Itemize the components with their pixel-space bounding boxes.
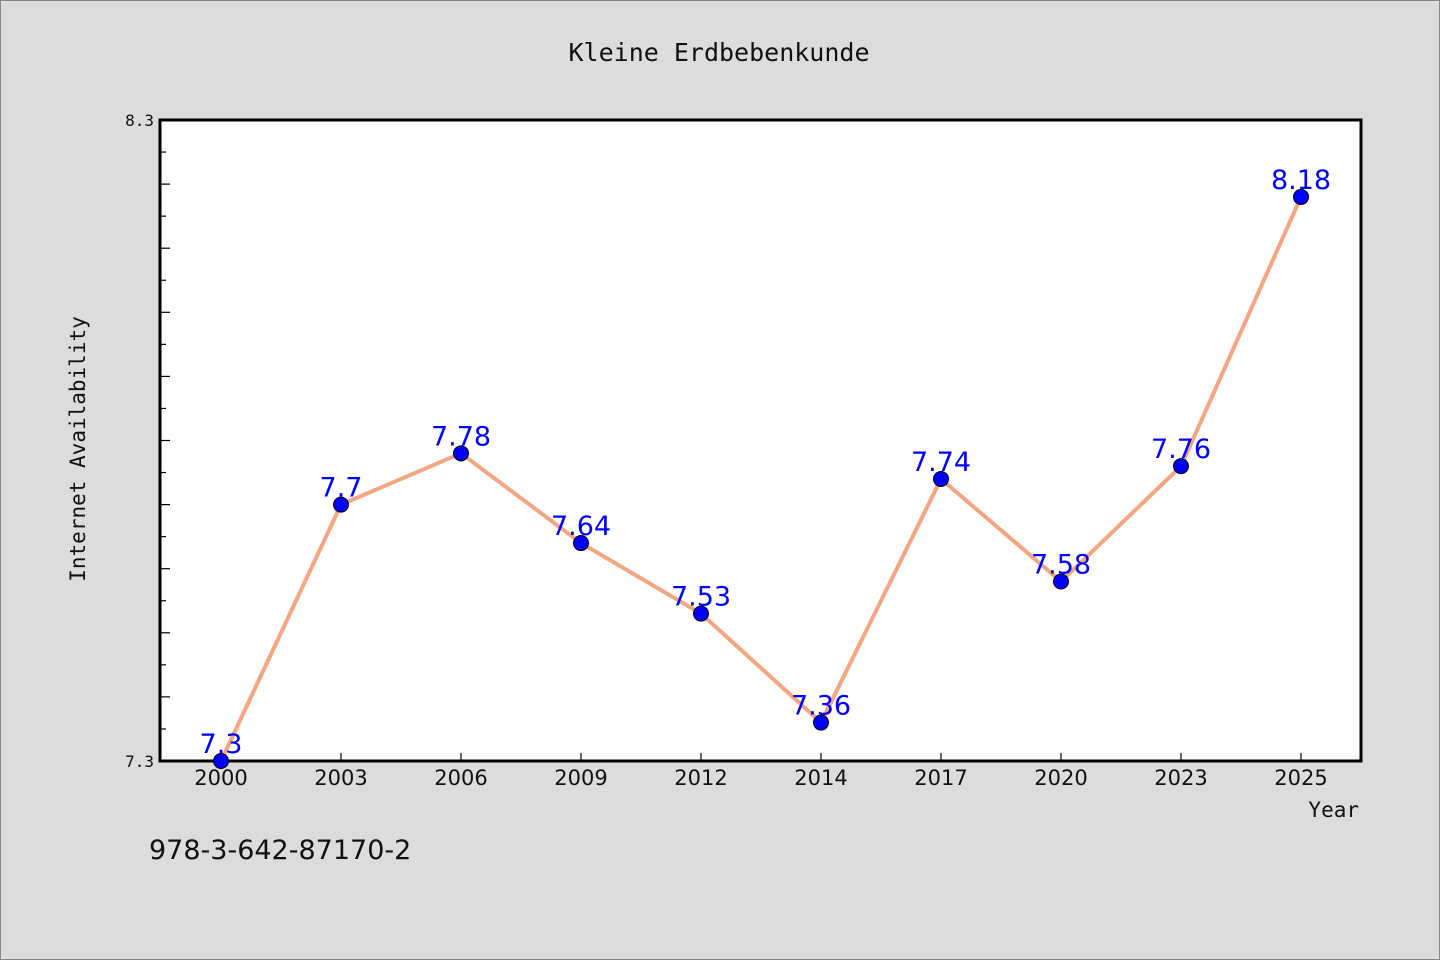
x-tick-label: 2020 <box>1034 766 1087 790</box>
data-point <box>573 535 589 552</box>
x-tick-label: 2000 <box>194 766 247 790</box>
data-label: 7.58 <box>1031 550 1091 581</box>
plot-area <box>158 118 1363 763</box>
data-point <box>1173 458 1189 475</box>
y-axis: 7.3 8.3 <box>125 111 170 771</box>
x-tick-label: 2012 <box>674 766 727 790</box>
data-point <box>933 470 949 487</box>
x-axis-label: Year <box>1308 798 1359 822</box>
data-point <box>213 753 229 769</box>
x-axis: 2000 2003 2006 2009 2012 2014 2017 2020 2023 2025 <box>194 753 1328 790</box>
y-tick-label: 7.3 <box>125 752 154 771</box>
data-label: 7.7 <box>320 473 363 504</box>
footer-code: 978-3-642-87170-2 <box>149 835 412 866</box>
series-layer: 7.3 7.7 7.78 7.64 7.53 7.36 7.74 7.58 7.76 8.18 <box>200 165 1331 769</box>
x-tick-label: 2009 <box>554 766 607 790</box>
data-label: 7.53 <box>671 582 731 613</box>
data-point <box>693 605 709 622</box>
y-tick-label: 8.3 <box>125 111 154 130</box>
data-point <box>1053 573 1069 590</box>
x-tick-label: 2025 <box>1274 766 1327 790</box>
x-tick-label: 2006 <box>434 766 487 790</box>
y-axis-label: Internet Availability <box>66 316 90 582</box>
data-label: 7.3 <box>200 729 243 760</box>
x-tick-label: 2023 <box>1154 766 1207 790</box>
data-point <box>333 496 349 513</box>
data-label: 8.18 <box>1271 165 1331 196</box>
data-label: 7.78 <box>431 421 491 452</box>
data-label: 7.74 <box>911 447 971 478</box>
data-label: 7.36 <box>791 691 851 722</box>
data-label: 7.64 <box>551 511 611 542</box>
x-tick-label: 2014 <box>794 766 847 790</box>
data-label: 7.76 <box>1151 434 1211 465</box>
x-tick-label: 2003 <box>314 766 367 790</box>
data-point <box>1293 188 1309 205</box>
data-point <box>813 714 829 731</box>
data-point <box>453 445 469 462</box>
series-line <box>219 194 1303 763</box>
chart-title: Kleine Erdbebenkunde <box>568 38 869 67</box>
x-tick-label: 2017 <box>914 766 967 790</box>
